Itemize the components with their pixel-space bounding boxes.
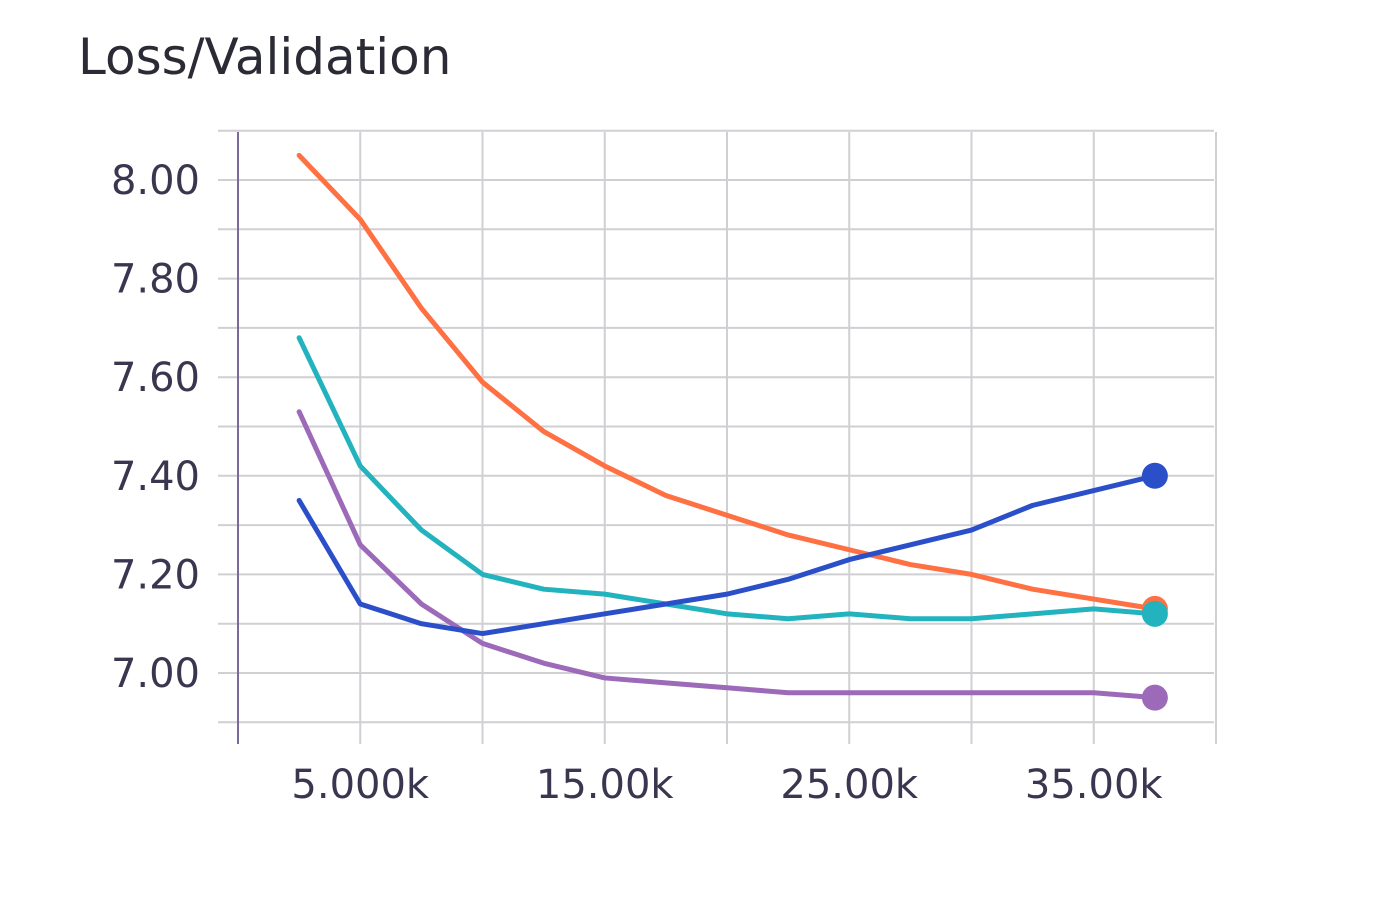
y-tick-label: 7.00: [111, 651, 200, 697]
series-line: [296, 409, 1158, 701]
y-tick-label: 8.00: [111, 158, 200, 204]
y-tick-label: 7.80: [111, 257, 200, 303]
series-line: [296, 473, 1158, 637]
tick-labels: 7.00 7.20 7.40 7.60 7.80 8.00 5.000k 15.00k 25.0…: [111, 158, 1163, 808]
grid: [218, 129, 1217, 744]
series-end-marker: [1141, 684, 1168, 711]
x-tick-label: 35.00k: [1025, 762, 1164, 808]
y-tick-label: 7.40: [111, 454, 200, 500]
series-lines: [296, 152, 1168, 711]
y-tick-label: 7.20: [111, 552, 200, 598]
y-tick-label: 7.60: [111, 355, 200, 401]
series-line: [296, 152, 1158, 612]
series-end-marker: [1141, 600, 1168, 627]
x-tick-label: 5.000k: [291, 762, 430, 808]
series-end-marker: [1141, 462, 1168, 489]
series-line: [296, 335, 1158, 622]
x-tick-label: 25.00k: [780, 762, 919, 808]
x-tick-label: 15.00k: [536, 762, 675, 808]
chart-title: Loss/Validation: [78, 28, 452, 86]
